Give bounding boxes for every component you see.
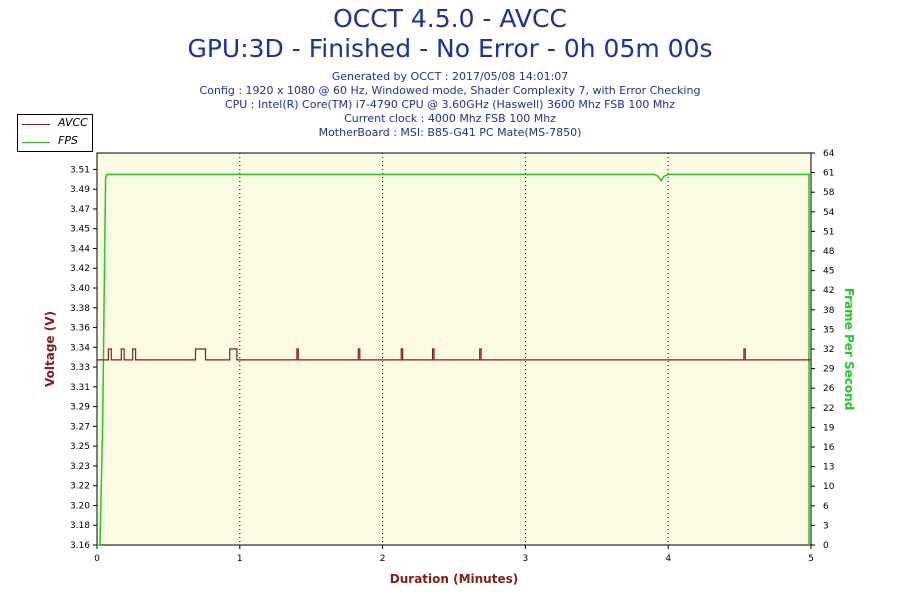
y-tick-label: 3.27 (70, 422, 90, 432)
info-config: Config : 1920 x 1080 @ 60 Hz, Windowed m… (199, 84, 701, 97)
y-tick-label: 3.51 (70, 165, 90, 175)
y2-tick-label: 48 (823, 247, 835, 257)
plot-border (96, 152, 812, 546)
y2-tick-label: 19 (823, 423, 835, 433)
y2-tick-label: 22 (823, 404, 834, 414)
y-tick-label: 3.34 (70, 343, 90, 353)
y-tick-label: 3.33 (70, 363, 90, 373)
y2-tick-label: 38 (823, 306, 835, 316)
chart-title: OCCT 4.5.0 - AVCC (333, 4, 567, 33)
y2-tick-label: 6 (823, 502, 829, 512)
y-tick-label: 3.40 (70, 284, 90, 294)
y2-tick-label: 58 (823, 188, 835, 198)
y-tick-label: 3.29 (70, 403, 90, 413)
x-tick-label: 0 (94, 554, 100, 564)
y2-tick-label: 64 (823, 149, 835, 159)
legend-swatch-fps (22, 142, 50, 143)
x-tick-label: 1 (237, 554, 243, 564)
y2-tick-label: 54 (823, 208, 835, 218)
x-tick-label: 3 (523, 554, 529, 564)
fps-series-line (97, 173, 811, 546)
y-tick-label: 3.42 (70, 264, 90, 274)
y2-tick-label: 42 (823, 286, 834, 296)
avcc-series-line (97, 348, 811, 361)
y2-tick-label: 35 (823, 325, 834, 335)
info-cpu: CPU : Intel(R) Core(TM) i7-4790 CPU @ 3.… (224, 98, 676, 111)
y-tick-label: 3.22 (70, 482, 90, 492)
y-tick-label: 3.25 (70, 442, 90, 452)
y-tick-label: 3.18 (70, 521, 90, 531)
info-motherboard: MotherBoard : MSI: B85-G41 PC Mate(MS-78… (318, 126, 582, 139)
info-clock: Current clock : 4000 Mhz FSB 100 Mhz (344, 112, 556, 125)
chart-subtitle: GPU:3D - Finished - No Error - 0h 05m 00… (187, 34, 713, 63)
legend-label-avcc: AVCC (58, 116, 88, 129)
legend-entry-fps: FPS (22, 134, 90, 150)
y-tick-label: 3.47 (70, 205, 90, 215)
y2-tick-label: 16 (823, 443, 835, 453)
y-axis-label: Voltage (V) (43, 311, 57, 387)
y2-tick-label: 10 (823, 482, 835, 492)
y2-tick-label: 0 (823, 541, 829, 551)
y-tick-label: 3.38 (70, 304, 90, 314)
y2-tick-label: 51 (823, 227, 834, 237)
x-tick-label: 5 (808, 554, 814, 564)
y2-tick-label: 13 (823, 463, 834, 473)
y-tick-label: 3.44 (70, 244, 90, 254)
y2-axis-label: Frame Per Second (842, 288, 856, 411)
x-tick-label: 2 (380, 554, 386, 564)
chart-legend: AVCC FPS (17, 114, 93, 152)
y-tick-label: 3.49 (70, 185, 90, 195)
y-tick-label: 3.31 (70, 383, 90, 393)
x-tick-label: 4 (665, 554, 671, 564)
y2-tick-label: 61 (823, 169, 834, 179)
plot-area (97, 153, 811, 545)
y-tick-label: 3.36 (70, 324, 90, 334)
legend-swatch-avcc (22, 124, 50, 125)
x-axis-label: Duration (Minutes) (390, 572, 518, 586)
y-tick-label: 3.23 (70, 462, 90, 472)
y-tick-label: 3.45 (70, 225, 90, 235)
y2-tick-label: 32 (823, 345, 834, 355)
y2-tick-label: 3 (823, 521, 829, 531)
legend-label-fps: FPS (58, 134, 78, 147)
legend-entry-avcc: AVCC (22, 116, 90, 132)
y2-tick-label: 29 (823, 365, 835, 375)
y-tick-label: 3.20 (70, 501, 90, 511)
y2-tick-label: 45 (823, 267, 834, 277)
y2-tick-label: 26 (823, 384, 835, 394)
info-generated: Generated by OCCT : 2017/05/08 14:01:07 (331, 70, 569, 83)
y-tick-label: 3.16 (70, 541, 90, 551)
